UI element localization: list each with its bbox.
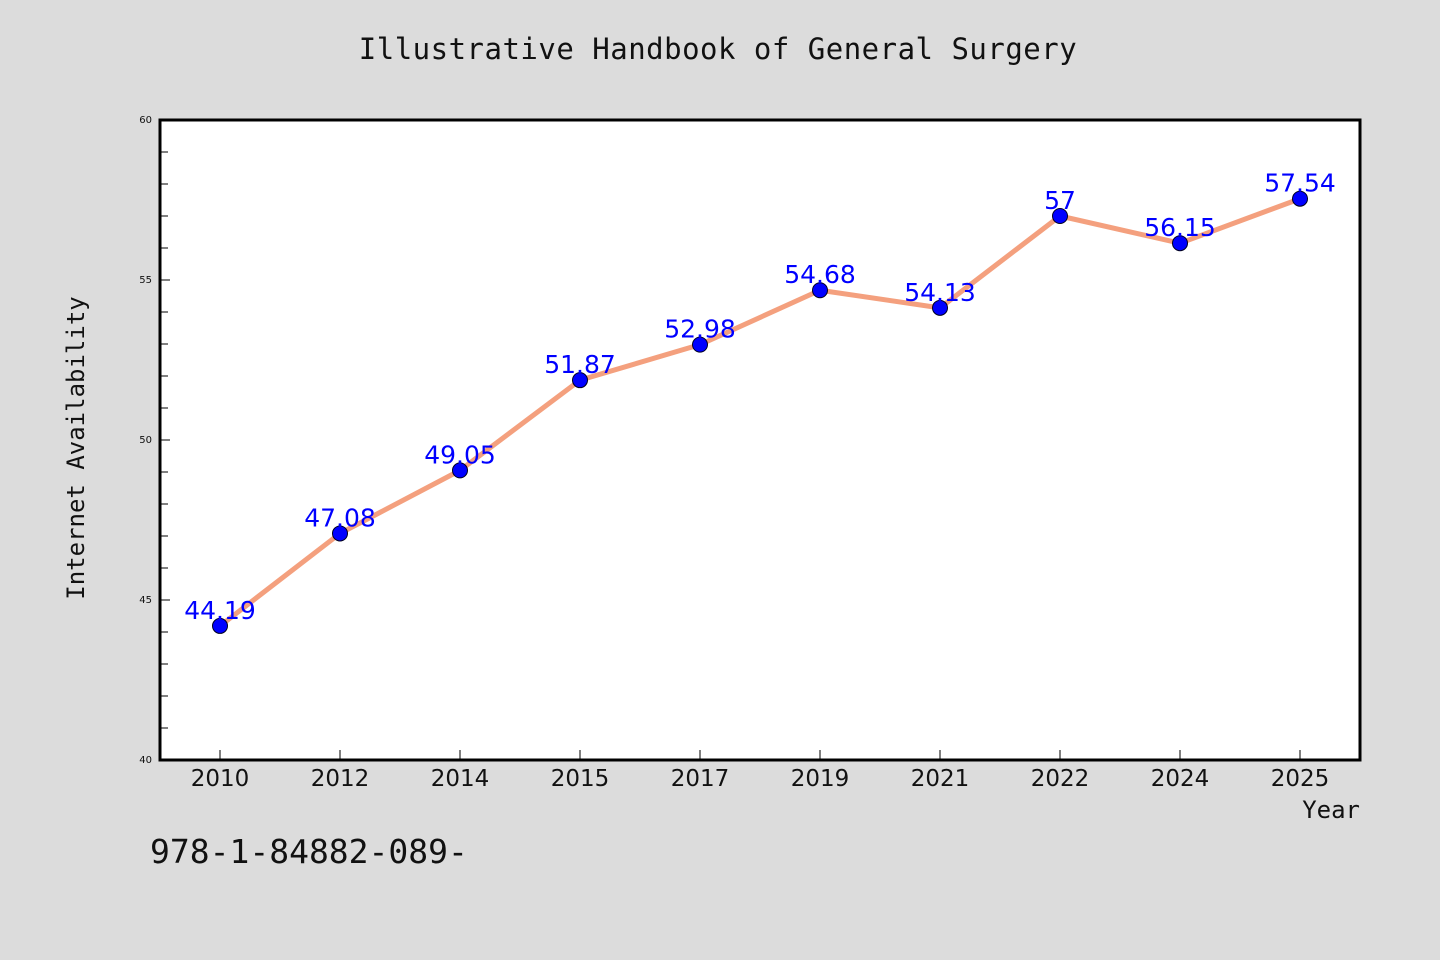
y-tick-label: 40 <box>139 755 152 766</box>
data-label: 51.87 <box>544 350 616 379</box>
plot-area <box>158 118 1362 762</box>
data-label: 56.15 <box>1144 213 1216 242</box>
data-label: 57.54 <box>1264 169 1336 198</box>
data-label: 52.98 <box>664 315 736 344</box>
data-point <box>1052 208 1068 224</box>
x-tick-label: 2024 <box>1151 766 1210 792</box>
x-axis-label: Year <box>1302 796 1360 824</box>
data-point <box>332 525 348 542</box>
data-label: 47.08 <box>304 503 376 532</box>
x-tick-label: 2012 <box>311 766 370 792</box>
data-point <box>452 462 468 479</box>
x-axis-ticks: 2010 2012 2014 2015 2017 2019 2021 2022 2024 2025 <box>191 750 1330 792</box>
data-point <box>572 372 588 389</box>
y-axis-ticks: 40 45 50 55 60 <box>139 115 170 766</box>
data-point <box>932 299 948 316</box>
x-tick-label: 2015 <box>551 766 610 792</box>
x-tick-label: 2022 <box>1031 766 1090 792</box>
data-point <box>692 336 708 353</box>
x-tick-label: 2010 <box>191 766 250 792</box>
data-label: 54.68 <box>784 260 856 289</box>
series-line <box>217 196 1303 629</box>
data-point <box>812 282 828 299</box>
x-tick-label: 2019 <box>791 766 850 792</box>
data-point <box>1292 190 1308 207</box>
isbn-annotation: 978-1-84882-089- <box>150 832 468 871</box>
y-tick-label: 55 <box>139 275 152 286</box>
y-tick-label: 60 <box>139 115 152 126</box>
chart-title: Illustrative Handbook of General Surgery <box>358 32 1078 66</box>
x-tick-label: 2025 <box>1271 766 1330 792</box>
x-tick-label: 2021 <box>911 766 970 792</box>
series-layer: 44.19 47.08 49.05 51.87 52.98 54.68 54.13 57 56.… <box>184 169 1336 634</box>
y-tick-label: 50 <box>139 435 152 446</box>
data-point <box>1172 235 1188 252</box>
y-tick-label: 45 <box>139 595 152 606</box>
data-label: 54.13 <box>904 278 976 307</box>
data-point <box>212 617 228 634</box>
data-label: 49.05 <box>424 440 496 469</box>
x-tick-label: 2017 <box>671 766 730 792</box>
x-tick-label: 2014 <box>431 766 490 792</box>
y-axis-label: Internet Availability <box>62 296 90 600</box>
data-label: 57 <box>1044 186 1076 215</box>
data-label: 44.19 <box>184 596 256 625</box>
